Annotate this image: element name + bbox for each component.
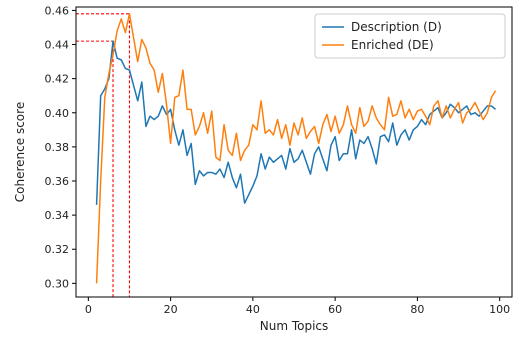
y-tick-label: 0.30 — [45, 277, 70, 290]
y-tick-label: 0.40 — [45, 107, 70, 120]
x-axis-ticks: 0 20 40 60 80 100 — [85, 297, 510, 316]
legend-entry-1: Enriched (DE) — [351, 38, 434, 52]
reference-lines — [76, 13, 131, 297]
legend-box — [314, 13, 506, 59]
x-tick-label: 80 — [410, 303, 424, 316]
y-axis-ticks: 0.30 0.32 0.34 0.36 0.38 0.40 0.42 0.44 0.46 — [45, 4, 76, 290]
x-tick-label: 40 — [246, 303, 260, 316]
y-tick-label: 0.32 — [45, 243, 70, 256]
y-tick-label: 0.46 — [45, 4, 70, 17]
legend-entry-0: Description (D) — [351, 20, 442, 34]
series-line-0 — [95, 40, 497, 205]
y-tick-label: 0.38 — [45, 141, 70, 154]
reference-line-1 — [76, 13, 131, 297]
x-axis-label: Num Topics — [260, 319, 329, 333]
x-tick-label: 100 — [489, 303, 510, 316]
legend: Description (D) Enriched (DE) — [314, 13, 506, 59]
y-tick-label: 0.36 — [45, 175, 70, 188]
y-tick-label: 0.42 — [45, 73, 70, 86]
y-tick-label: 0.44 — [45, 39, 70, 52]
x-tick-label: 0 — [85, 303, 92, 316]
plot-frame — [75, 6, 513, 298]
x-tick-label: 60 — [328, 303, 342, 316]
y-axis-label: Coherence score — [13, 102, 27, 202]
x-tick-label: 20 — [164, 303, 178, 316]
y-tick-label: 0.34 — [45, 209, 70, 222]
series-lines — [95, 13, 497, 284]
series-line-1 — [95, 13, 497, 284]
